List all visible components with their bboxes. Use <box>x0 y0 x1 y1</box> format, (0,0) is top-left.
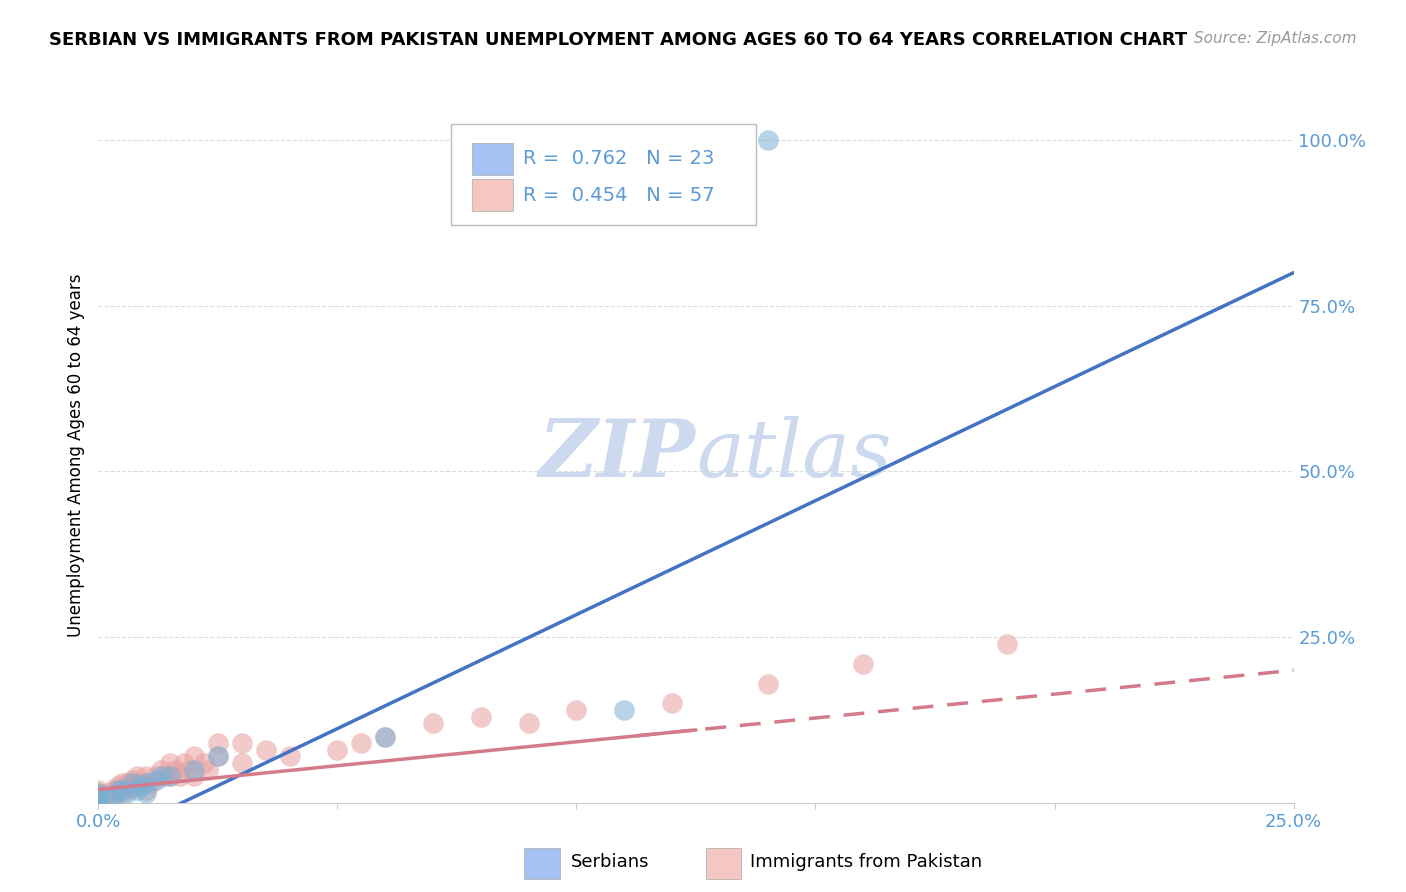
Point <box>183 749 205 764</box>
Point <box>183 763 205 777</box>
Point <box>111 776 134 790</box>
Point <box>661 697 683 711</box>
Point <box>163 763 186 777</box>
Text: atlas: atlas <box>696 417 891 493</box>
Point <box>207 736 229 750</box>
Point <box>87 796 110 810</box>
Point <box>207 749 229 764</box>
Point <box>135 782 157 797</box>
Point <box>121 772 143 787</box>
Point <box>87 792 110 806</box>
Point <box>517 716 540 731</box>
Point <box>254 743 277 757</box>
Point <box>278 749 301 764</box>
Point <box>995 637 1018 651</box>
Point <box>159 756 181 770</box>
Point <box>101 782 124 797</box>
Point <box>87 789 110 804</box>
Point <box>135 776 157 790</box>
Point <box>756 676 779 690</box>
Point <box>87 792 110 806</box>
Point <box>155 769 177 783</box>
Point <box>183 769 205 783</box>
Point <box>149 763 172 777</box>
Point <box>121 779 143 793</box>
Point <box>87 790 110 805</box>
Point <box>350 736 373 750</box>
Point <box>97 789 120 804</box>
Point <box>159 769 181 783</box>
Y-axis label: Unemployment Among Ages 60 to 64 years: Unemployment Among Ages 60 to 64 years <box>66 273 84 637</box>
Point <box>87 796 110 810</box>
Point <box>87 792 110 806</box>
Point <box>125 782 148 797</box>
FancyBboxPatch shape <box>706 848 741 879</box>
Point <box>326 743 349 757</box>
Point <box>852 657 875 671</box>
Point <box>121 776 143 790</box>
Point <box>87 788 110 802</box>
Text: R =  0.762   N = 23: R = 0.762 N = 23 <box>523 149 714 168</box>
Point <box>87 786 110 800</box>
Point <box>197 763 219 777</box>
Point <box>193 756 215 770</box>
Point <box>169 769 191 783</box>
Point <box>97 786 120 800</box>
Point <box>613 703 636 717</box>
Text: R =  0.454   N = 57: R = 0.454 N = 57 <box>523 186 714 205</box>
Point <box>145 772 167 787</box>
Text: Immigrants from Pakistan: Immigrants from Pakistan <box>749 853 981 871</box>
Point <box>422 716 444 731</box>
Point <box>131 776 153 790</box>
Text: Source: ZipAtlas.com: Source: ZipAtlas.com <box>1194 31 1357 46</box>
Point <box>115 782 138 797</box>
Point <box>159 769 181 783</box>
Point <box>101 789 124 804</box>
Point <box>111 782 134 797</box>
Point <box>87 789 110 804</box>
Point <box>107 782 129 797</box>
Point <box>107 782 129 797</box>
Point <box>107 779 129 793</box>
Text: SERBIAN VS IMMIGRANTS FROM PAKISTAN UNEMPLOYMENT AMONG AGES 60 TO 64 YEARS CORRE: SERBIAN VS IMMIGRANTS FROM PAKISTAN UNEM… <box>49 31 1187 49</box>
Point <box>87 790 110 805</box>
Point <box>374 730 396 744</box>
Point <box>87 789 110 804</box>
Point <box>131 779 153 793</box>
Point <box>565 703 588 717</box>
Point <box>87 796 110 810</box>
Point <box>374 730 396 744</box>
Point <box>115 786 138 800</box>
Point <box>231 756 253 770</box>
Point <box>149 769 172 783</box>
Point <box>111 786 134 800</box>
FancyBboxPatch shape <box>472 143 513 175</box>
Point <box>173 756 195 770</box>
Point <box>139 776 162 790</box>
Point <box>470 709 492 723</box>
Point <box>125 776 148 790</box>
Point <box>231 736 253 750</box>
Point <box>135 769 157 783</box>
Point <box>115 776 138 790</box>
Text: ZIP: ZIP <box>538 417 696 493</box>
Point <box>135 786 157 800</box>
Point <box>87 786 110 800</box>
Point <box>179 763 201 777</box>
Point <box>87 782 110 797</box>
Point <box>101 792 124 806</box>
FancyBboxPatch shape <box>451 124 756 226</box>
Point <box>207 749 229 764</box>
FancyBboxPatch shape <box>472 179 513 211</box>
Text: Serbians: Serbians <box>571 853 650 871</box>
FancyBboxPatch shape <box>524 848 560 879</box>
Point <box>145 769 167 783</box>
Point <box>125 769 148 783</box>
Point <box>756 133 779 147</box>
